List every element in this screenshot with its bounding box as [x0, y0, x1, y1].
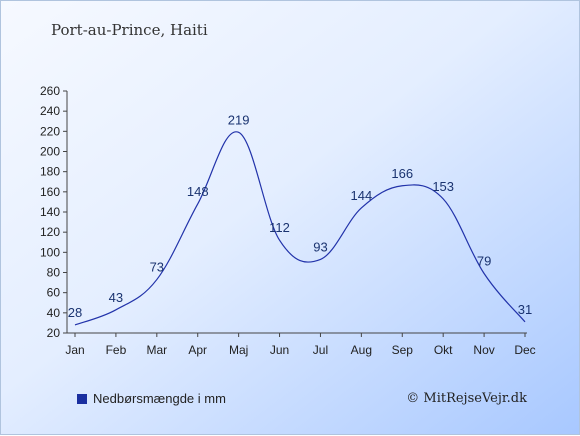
x-tick-label: Nov: [473, 343, 494, 357]
legend-label: Nedbørsmængde i mm: [93, 391, 226, 406]
precipitation-line: [74, 131, 526, 326]
y-tick-label: 260: [40, 84, 60, 98]
data-label: 153: [432, 179, 454, 194]
x-tick-label: Feb: [106, 343, 127, 357]
x-tick-label: Maj: [229, 343, 248, 357]
y-tick-label: 240: [40, 104, 60, 118]
data-label: 73: [150, 260, 164, 275]
x-tick-label: Aug: [351, 343, 372, 357]
x-tick-label: Apr: [188, 343, 207, 357]
y-tick-label: 140: [40, 205, 60, 219]
x-tick-label: Jan: [65, 343, 84, 357]
x-tick-label: Mar: [146, 343, 167, 357]
data-label: 31: [518, 302, 532, 317]
credit-text: © MitRejseVejr.dk: [406, 391, 527, 406]
y-tick-label: 80: [47, 266, 61, 280]
y-tick-label: 160: [40, 185, 60, 199]
y-tick-label: 60: [47, 286, 61, 300]
legend: Nedbørsmængde i mm: [77, 391, 226, 406]
data-label: 43: [109, 290, 123, 305]
x-tick-label: Jul: [313, 343, 328, 357]
x-tick-label: Dec: [514, 343, 535, 357]
data-label: 144: [351, 188, 373, 203]
data-label: 112: [269, 220, 290, 235]
data-label: 166: [391, 166, 413, 181]
chart-title: Port-au-Prince, Haiti: [51, 21, 208, 39]
data-label: 93: [313, 239, 327, 254]
data-label: 219: [228, 112, 250, 127]
y-tick-label: 120: [40, 225, 60, 239]
data-label: 28: [68, 305, 82, 320]
legend-swatch: [77, 393, 87, 404]
y-tick-label: 40: [47, 306, 61, 320]
x-tick-label: Jun: [270, 343, 289, 357]
data-label: 79: [477, 254, 491, 269]
y-tick-label: 180: [40, 165, 60, 179]
data-label: 148: [187, 184, 209, 199]
x-tick-label: Sep: [392, 343, 414, 357]
y-tick-label: 100: [40, 245, 60, 259]
y-tick-label: 220: [40, 124, 60, 138]
x-tick-label: Okt: [434, 343, 453, 357]
y-tick-label: 200: [40, 145, 60, 159]
y-tick-label: 20: [47, 326, 61, 340]
